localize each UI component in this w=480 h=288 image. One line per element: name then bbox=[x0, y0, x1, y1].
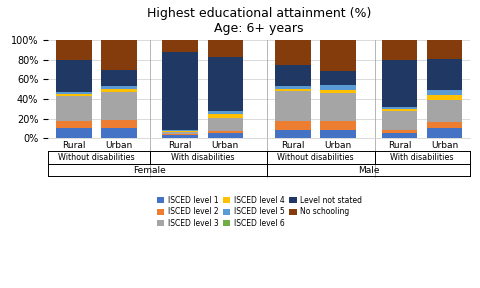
Bar bbox=[162, 130, 198, 131]
Bar bbox=[321, 90, 356, 93]
Bar bbox=[162, 40, 198, 52]
Bar bbox=[56, 121, 92, 128]
Bar bbox=[162, 132, 198, 134]
Bar bbox=[427, 90, 462, 95]
Bar bbox=[56, 96, 92, 121]
Bar bbox=[382, 109, 417, 111]
Bar bbox=[208, 133, 243, 138]
Bar bbox=[382, 107, 417, 109]
Bar bbox=[382, 40, 417, 60]
Bar bbox=[276, 91, 311, 121]
Bar bbox=[321, 71, 356, 85]
Bar bbox=[276, 65, 311, 86]
Legend: ISCED level 1, ISCED level 2, ISCED level 3, ISCED level 4, ISCED level 5, ISCED: ISCED level 1, ISCED level 2, ISCED leve… bbox=[154, 193, 365, 231]
Bar bbox=[101, 86, 137, 89]
Text: Male: Male bbox=[358, 166, 380, 175]
Bar bbox=[382, 111, 417, 130]
Bar bbox=[208, 118, 243, 131]
Bar bbox=[276, 89, 311, 91]
Bar bbox=[208, 57, 243, 111]
Bar bbox=[321, 130, 356, 138]
Bar bbox=[382, 130, 417, 133]
Bar bbox=[208, 114, 243, 118]
Title: Highest educational attainment (%)
Age: 6+ years: Highest educational attainment (%) Age: … bbox=[147, 7, 372, 35]
Bar bbox=[101, 120, 137, 128]
Bar bbox=[56, 128, 92, 138]
Bar bbox=[382, 60, 417, 107]
Text: Without disabilities: Without disabilities bbox=[277, 153, 354, 162]
Bar bbox=[427, 95, 462, 100]
Bar bbox=[208, 111, 243, 114]
Bar bbox=[101, 89, 137, 92]
Bar bbox=[276, 130, 311, 138]
Bar bbox=[101, 128, 137, 138]
Bar bbox=[56, 40, 92, 60]
Bar bbox=[321, 121, 356, 130]
Bar bbox=[427, 128, 462, 138]
Bar bbox=[101, 92, 137, 120]
Bar bbox=[321, 85, 356, 90]
Bar bbox=[56, 94, 92, 96]
Bar bbox=[101, 70, 137, 86]
Bar bbox=[427, 59, 462, 90]
Text: Without disabilities: Without disabilities bbox=[58, 153, 135, 162]
Bar bbox=[162, 135, 198, 138]
Bar bbox=[427, 122, 462, 128]
Bar bbox=[321, 40, 356, 71]
Bar bbox=[101, 40, 137, 70]
Bar bbox=[162, 134, 198, 135]
Bar bbox=[208, 131, 243, 133]
Text: Female: Female bbox=[133, 166, 166, 175]
Bar bbox=[382, 133, 417, 138]
Bar bbox=[321, 93, 356, 121]
Bar bbox=[276, 86, 311, 89]
Text: With disabilities: With disabilities bbox=[171, 153, 235, 162]
Bar bbox=[276, 40, 311, 65]
Text: With disabilities: With disabilities bbox=[390, 153, 454, 162]
Bar bbox=[56, 60, 92, 92]
Bar bbox=[208, 40, 243, 57]
Bar bbox=[427, 100, 462, 122]
Bar bbox=[56, 92, 92, 94]
Bar bbox=[276, 121, 311, 130]
Bar bbox=[427, 40, 462, 59]
Bar bbox=[162, 52, 198, 130]
Bar bbox=[162, 131, 198, 132]
